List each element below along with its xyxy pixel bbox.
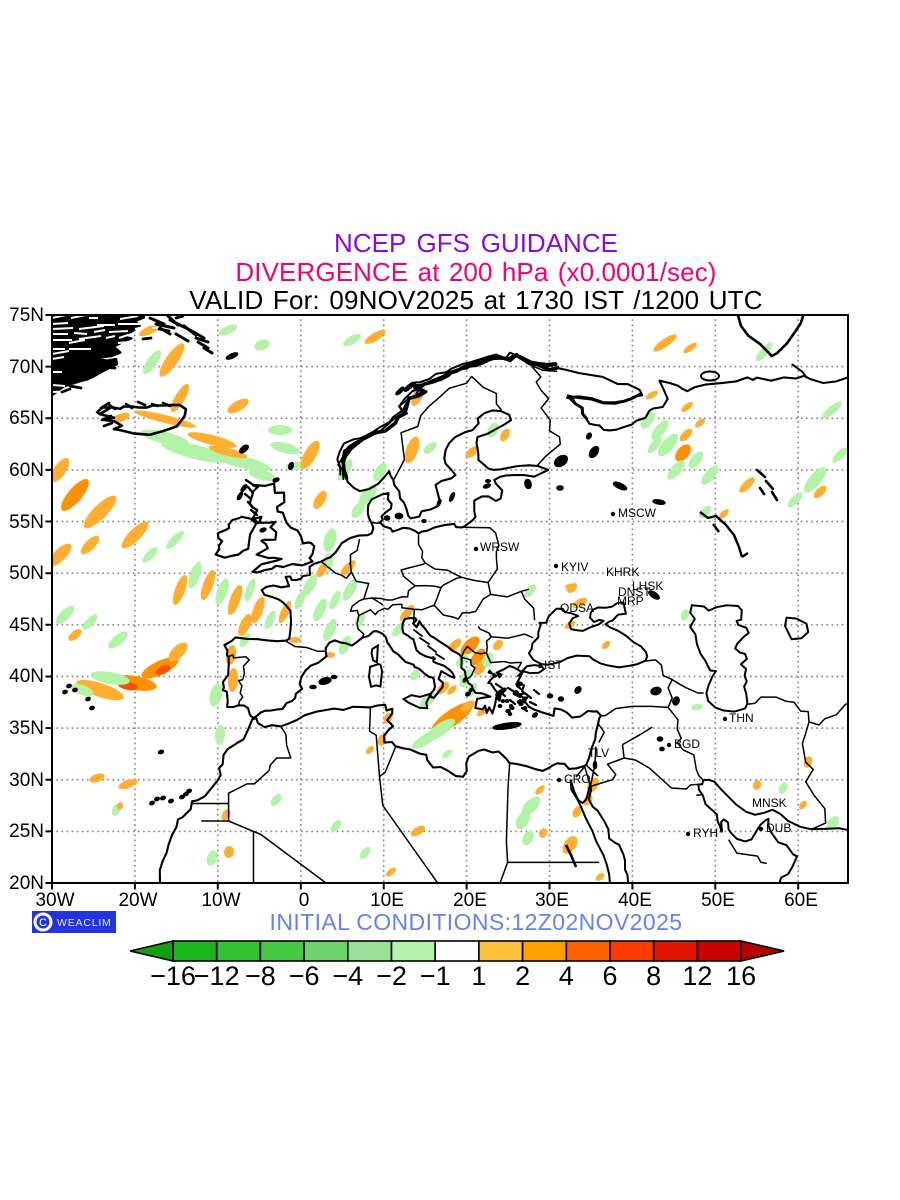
svg-text:MSCW: MSCW [618, 506, 657, 520]
svg-text:10E: 10E [370, 890, 404, 911]
svg-text:THN: THN [729, 711, 754, 725]
svg-text:20N: 20N [9, 873, 44, 894]
svg-text:55N: 55N [9, 512, 44, 533]
svg-text:16: 16 [726, 961, 756, 991]
svg-text:8: 8 [646, 961, 661, 991]
svg-text:−12: −12 [194, 961, 240, 991]
svg-text:1: 1 [471, 961, 486, 991]
svg-text:DUB: DUB [766, 821, 791, 835]
svg-text:60N: 60N [9, 460, 44, 481]
svg-text:60E: 60E [784, 890, 818, 911]
svg-text:DIVERGENCE at 200 hPa (x0.0001: DIVERGENCE at 200 hPa (x0.0001/sec) [235, 257, 716, 287]
svg-text:6: 6 [602, 961, 617, 991]
svg-text:50E: 50E [701, 890, 735, 911]
svg-text:INITIAL CONDITIONS:12Z02NOV202: INITIAL CONDITIONS:12Z02NOV2025 [270, 909, 683, 935]
svg-text:45N: 45N [9, 615, 44, 636]
svg-text:0: 0 [299, 890, 310, 911]
svg-text:MRP: MRP [617, 594, 644, 608]
svg-text:MNSK: MNSK [752, 796, 787, 810]
svg-text:75N: 75N [9, 305, 44, 326]
svg-text:40N: 40N [9, 666, 44, 687]
svg-text:65N: 65N [9, 408, 44, 429]
svg-text:30E: 30E [535, 890, 569, 911]
svg-text:30N: 30N [9, 770, 44, 791]
svg-text:20E: 20E [453, 890, 487, 911]
svg-text:40E: 40E [618, 890, 652, 911]
svg-text:BGD: BGD [674, 737, 700, 751]
svg-text:−8: −8 [245, 961, 276, 991]
svg-text:35N: 35N [9, 718, 44, 739]
svg-text:WEACLIM: WEACLIM [57, 917, 112, 929]
svg-text:KHRK: KHRK [606, 565, 639, 579]
svg-text:70N: 70N [9, 357, 44, 378]
svg-text:TLV: TLV [588, 746, 609, 760]
svg-text:50N: 50N [9, 563, 44, 584]
svg-text:4: 4 [559, 961, 574, 991]
svg-text:NCEP GFS GUIDANCE: NCEP GFS GUIDANCE [334, 228, 618, 258]
svg-text:IST: IST [544, 658, 563, 672]
svg-text:30W: 30W [35, 890, 74, 911]
svg-text:WRSW: WRSW [480, 540, 520, 554]
svg-text:ODSA: ODSA [560, 601, 594, 615]
svg-text:25N: 25N [9, 821, 44, 842]
svg-text:VALID For: 09NOV2025 at 1730 I: VALID For: 09NOV2025 at 1730 IST /1200 U… [189, 285, 763, 315]
svg-text:10W: 10W [201, 890, 240, 911]
svg-text:LHSK: LHSK [632, 579, 663, 593]
svg-text:20W: 20W [118, 890, 157, 911]
svg-text:KYIV: KYIV [561, 560, 588, 574]
svg-text:−16: −16 [150, 961, 196, 991]
svg-text:−6: −6 [289, 961, 320, 991]
svg-text:CRO: CRO [564, 772, 591, 786]
svg-text:DNST: DNST [618, 585, 651, 599]
svg-text:12: 12 [682, 961, 712, 991]
svg-text:2: 2 [515, 961, 530, 991]
svg-text:−4: −4 [332, 961, 363, 991]
svg-text:−1: −1 [420, 961, 451, 991]
svg-text:RYH: RYH [693, 826, 718, 840]
svg-text:C: C [39, 917, 47, 929]
svg-text:−2: −2 [376, 961, 407, 991]
